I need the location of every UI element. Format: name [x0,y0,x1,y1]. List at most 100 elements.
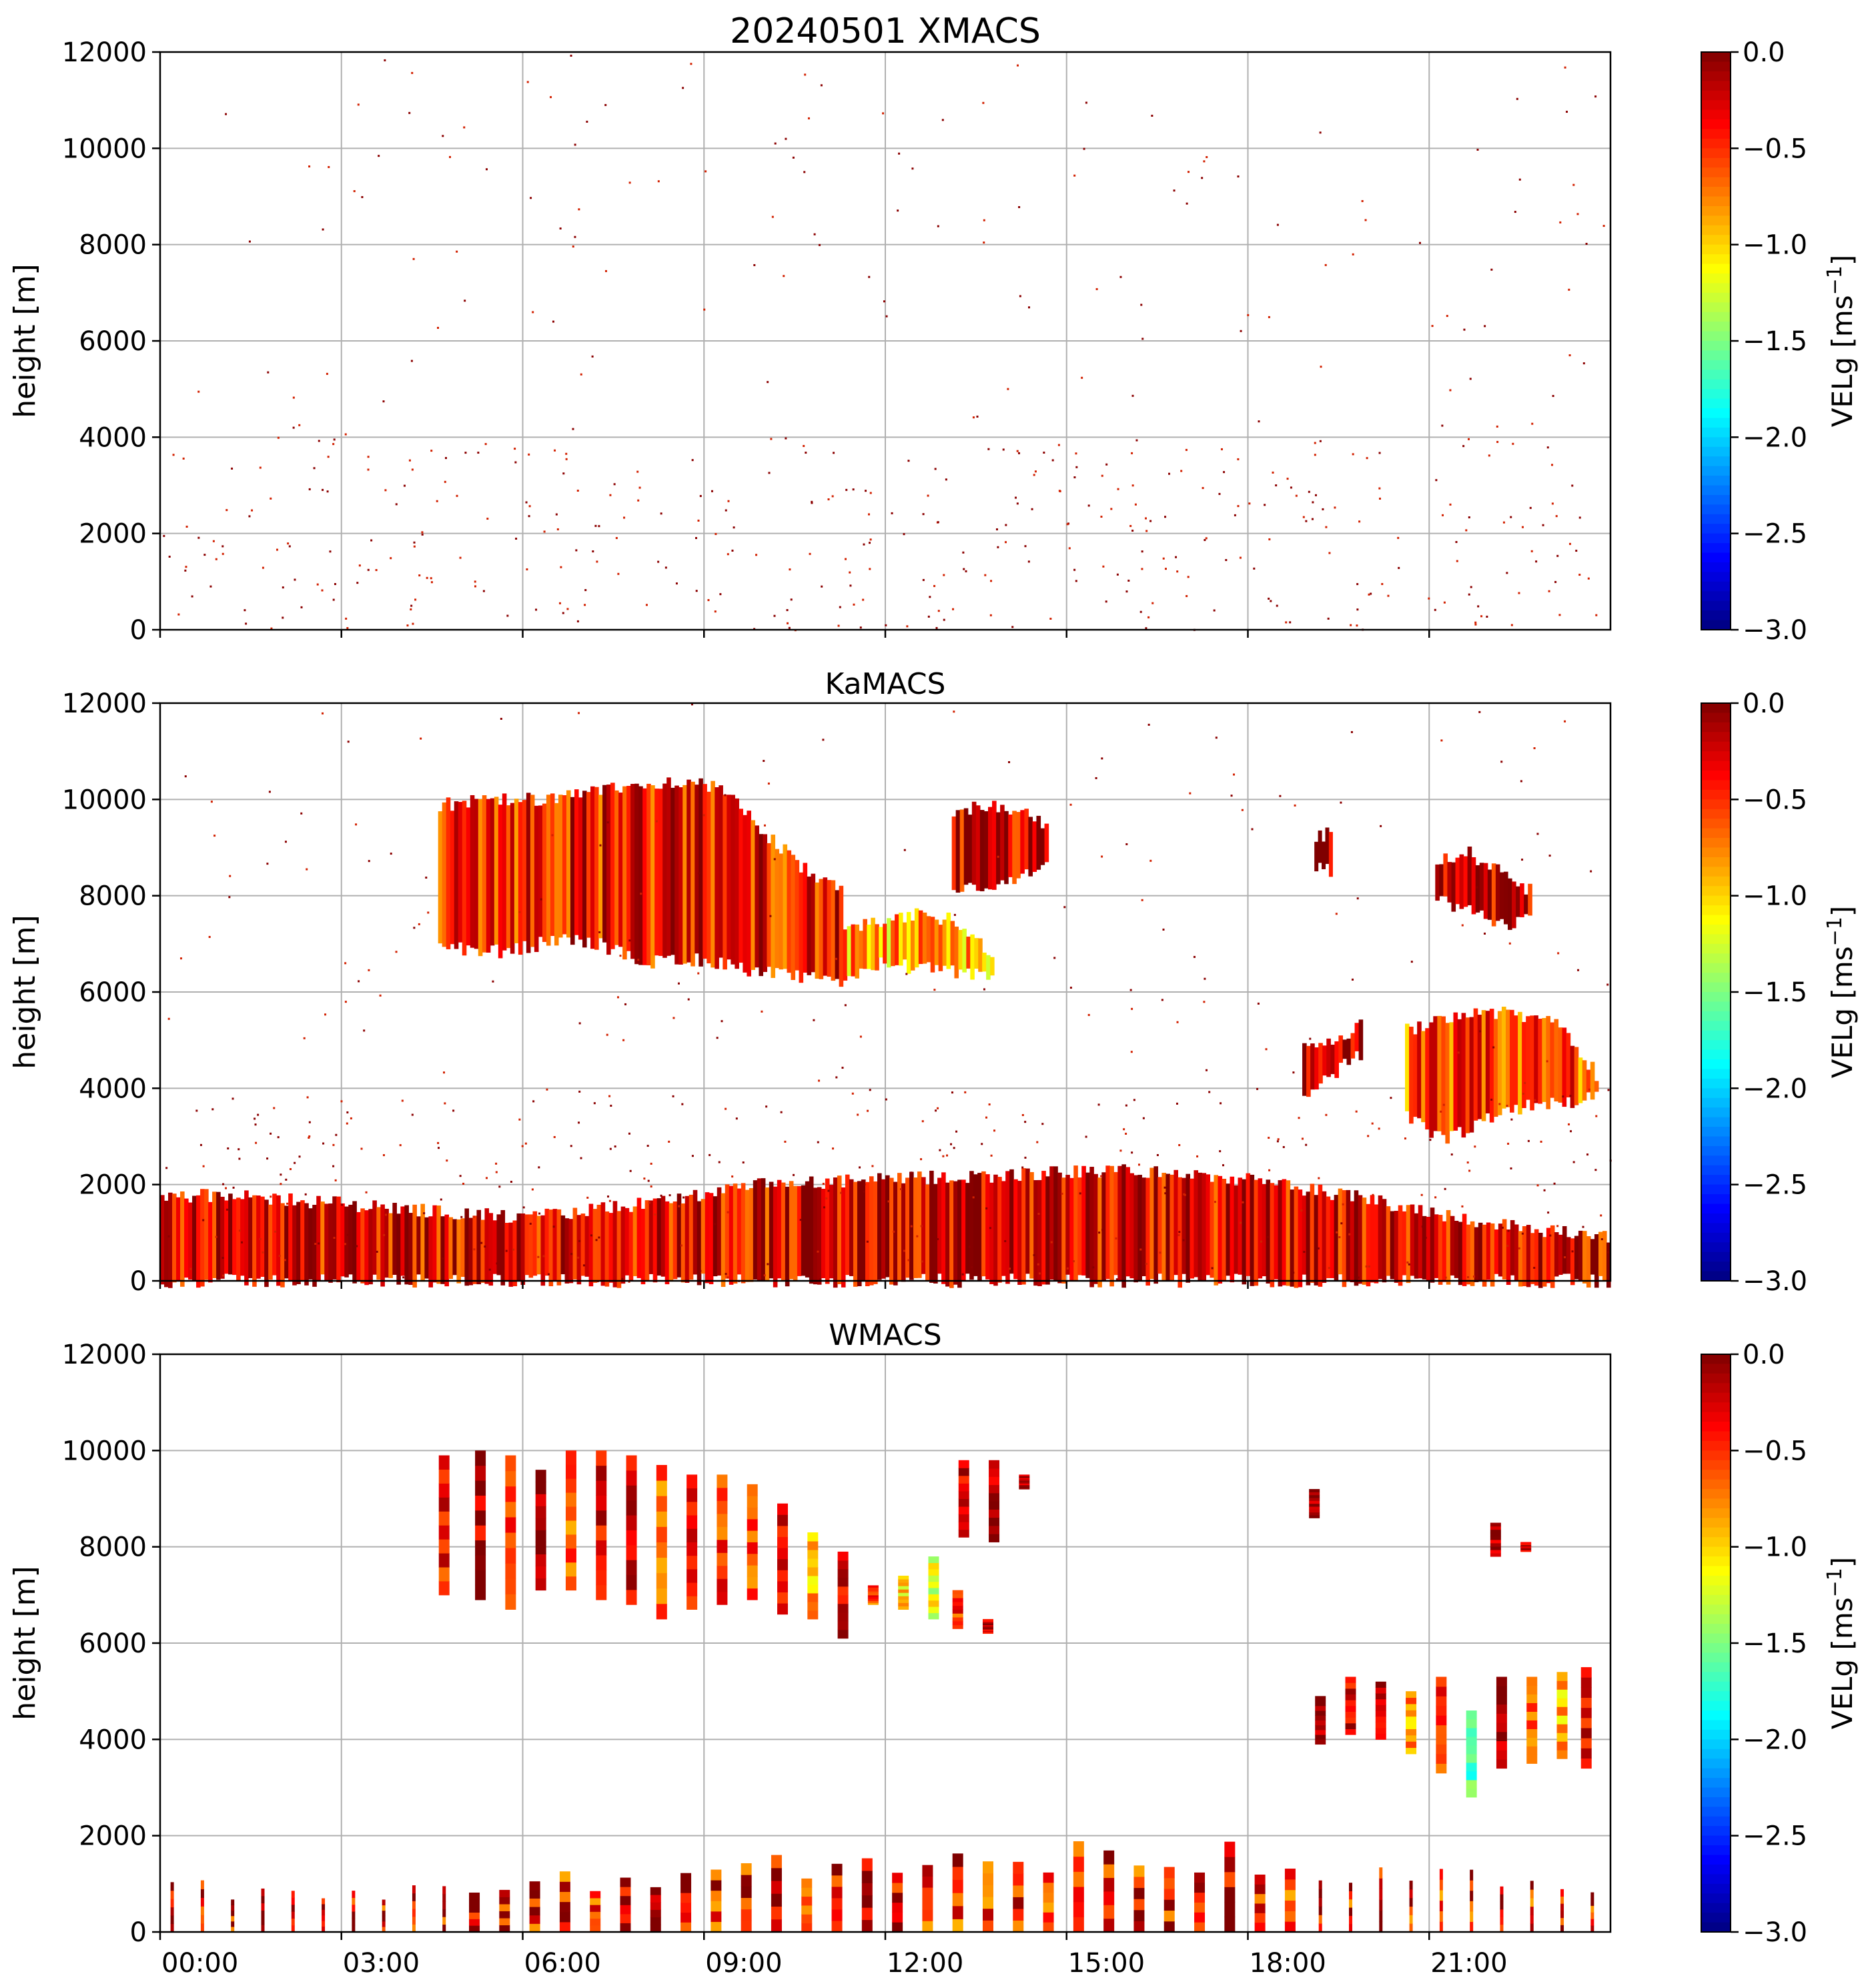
boundary-layer-stripe [590,1911,601,1919]
noise-pixel [1590,870,1592,873]
boundary-layer-stripe [499,1897,510,1905]
echo-column [1453,1012,1458,1131]
echo-column [686,779,691,963]
noise-pixel [225,1187,227,1189]
boundary-layer-stripe [1043,1912,1054,1923]
boundary-layer-stripe [861,1907,873,1921]
noise-pixel [459,1175,462,1177]
colorbar-segment [1701,418,1731,428]
noise-pixel [1208,1091,1211,1093]
boundary-layer-stripe [1073,1871,1084,1887]
echo-column [556,1209,562,1286]
echo-column [1487,869,1492,920]
echo-stripe [1520,1548,1532,1550]
echo-stripe [837,1568,849,1578]
noise-pixel [680,1244,682,1247]
boundary-layer-stripe [261,1888,265,1897]
echo-stripe [777,1570,789,1582]
echo-column [522,800,527,941]
noise-pixel [1557,952,1560,955]
noise-pixel [1286,478,1289,480]
boundary-layer-stripe [711,1869,722,1881]
echo-column [592,1209,598,1283]
echo-column [638,786,643,965]
colorbar-segment [1701,1402,1731,1413]
noise-pixel [578,1121,580,1124]
echo-stripe [747,1576,758,1589]
echo-column [847,926,852,977]
noise-pixel [1100,516,1103,518]
noise-pixel [308,1136,310,1139]
echo-column [893,1181,898,1286]
echo-column [1234,1185,1239,1274]
echo-stripe [867,1587,879,1590]
echo-column [1266,1179,1271,1284]
echo-stripe [1406,1734,1417,1742]
boundary-layer-stripe [741,1909,752,1921]
data-layer [163,54,1605,632]
echo-column [717,1187,722,1276]
echo-stripe [626,1589,637,1605]
noise-pixel [344,1243,346,1246]
colorbar-segment [1701,1681,1731,1692]
noise-pixel [1162,557,1165,560]
boundary-layer-stripe [170,1915,174,1925]
echo-column [438,811,443,944]
noise-pixel [869,538,872,541]
noise-pixel [456,494,458,497]
noise-pixel [1215,736,1218,739]
colorbar-segment [1701,905,1731,916]
colorbar-segment [1701,254,1731,265]
boundary-layer-stripe [861,1895,873,1908]
echo-column [1483,863,1488,919]
noise-pixel [402,1276,405,1279]
x-tick-label: 18:00 [1250,1948,1326,1979]
y-tick-label: 4000 [79,1073,147,1104]
noise-pixel [332,1143,335,1146]
noise-pixel [1036,1141,1039,1143]
noise-pixel [648,1201,650,1204]
echo-column [1013,1179,1018,1280]
noise-pixel [1378,487,1381,490]
echo-column [970,934,975,980]
boundary-layer-stripe [322,1909,326,1916]
noise-pixel [492,980,494,983]
echo-column [1417,1021,1422,1119]
noise-pixel [1173,189,1176,192]
echo-column [787,850,792,973]
colorbar-segment [1701,1729,1731,1741]
noise-pixel [1131,1007,1133,1010]
noise-pixel [163,534,165,537]
colorbar-segment [1701,847,1731,858]
echo-column [1398,1205,1403,1286]
noise-pixel [983,241,985,244]
noise-pixel [425,877,428,879]
noise-pixel [1522,1093,1524,1095]
noise-pixel [955,1130,958,1133]
colorbar-segment [1701,456,1731,467]
noise-pixel [334,583,336,586]
colorbar-segment [1701,943,1731,955]
noise-pixel [616,996,619,999]
noise-pixel [1434,1196,1437,1199]
noise-pixel [1506,572,1508,574]
echo-stripe [747,1496,758,1508]
echo-column [891,920,895,967]
echo-column [1117,1165,1122,1281]
echo-stripe [565,1520,576,1535]
noise-pixel [344,962,347,965]
echo-column [899,913,903,966]
echo-column [416,1216,421,1275]
noise-pixel [580,373,582,376]
noise-pixel [1147,723,1150,726]
colorbar-segment [1701,1864,1731,1875]
noise-pixel [452,1109,455,1112]
echo-column [636,1197,642,1278]
echo-column [849,1179,854,1276]
colorbar-segment [1701,1440,1731,1452]
boundary-layer-stripe [469,1919,480,1926]
noise-pixel [1182,1239,1185,1241]
echo-column [432,1205,437,1283]
noise-pixel [1131,394,1134,397]
